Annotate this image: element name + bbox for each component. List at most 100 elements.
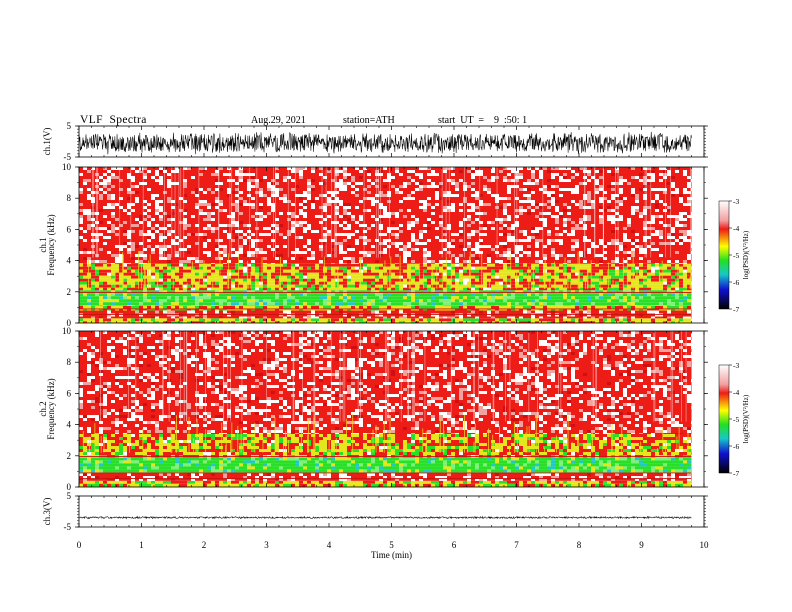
heatmap-cell xyxy=(287,194,291,197)
heatmap-cell xyxy=(83,191,87,194)
heatmap-cell xyxy=(299,191,303,194)
heatmap-cell xyxy=(675,167,679,170)
heatmap-cell xyxy=(91,290,95,294)
heatmap-cell xyxy=(587,167,591,170)
heatmap-cell xyxy=(191,173,195,176)
heatmap-cell xyxy=(79,287,83,291)
heatmap-cell xyxy=(235,275,239,279)
heatmap-cell xyxy=(251,313,255,317)
heatmap-cell xyxy=(511,167,515,170)
heatmap-cell xyxy=(631,170,635,173)
heatmap-cell xyxy=(639,287,643,291)
heatmap-cell xyxy=(167,176,171,179)
heatmap-cell xyxy=(343,170,347,173)
heatmap-cell xyxy=(195,302,199,306)
heatmap-cell xyxy=(115,290,119,294)
heatmap-cell xyxy=(251,185,255,188)
heatmap-cell xyxy=(471,302,475,306)
heatmap-cell xyxy=(295,182,299,185)
heatmap-cell xyxy=(463,278,467,282)
heatmap-cell xyxy=(375,275,379,279)
heatmap-cell xyxy=(475,278,479,282)
heatmap-cell xyxy=(247,316,251,319)
heatmap-cell xyxy=(443,299,447,303)
heatmap-cell xyxy=(79,182,83,185)
heatmap-cell xyxy=(443,185,447,188)
heatmap-cell xyxy=(363,299,367,303)
heatmap-cell xyxy=(303,293,307,297)
heatmap-cell xyxy=(339,263,343,267)
heatmap-cell xyxy=(135,316,139,319)
heatmap-cell xyxy=(115,275,119,279)
heatmap-cell xyxy=(683,296,687,300)
heatmap-cell xyxy=(83,313,87,317)
heatmap-cell xyxy=(687,191,691,194)
heatmap-cell xyxy=(227,185,231,188)
heatmap-cell xyxy=(611,170,615,173)
heatmap-cell xyxy=(175,194,179,197)
heatmap-cell xyxy=(295,191,299,194)
heatmap-cell xyxy=(579,170,583,173)
heatmap-cell xyxy=(91,305,95,309)
heatmap-cell xyxy=(363,290,367,294)
heatmap-cell xyxy=(259,167,263,170)
heatmap-cell xyxy=(103,318,107,322)
heatmap-cell xyxy=(511,281,515,285)
heatmap-cell xyxy=(251,188,255,191)
heatmap-cell xyxy=(595,275,599,279)
heatmap-cell xyxy=(143,310,147,314)
heatmap-cell xyxy=(671,308,675,311)
heatmap-cell xyxy=(479,278,483,282)
heatmap-cell xyxy=(455,296,459,300)
heatmap-cell xyxy=(439,269,443,273)
heatmap-cell xyxy=(375,263,379,267)
heatmap-cell xyxy=(451,278,455,282)
heatmap-cell xyxy=(239,316,243,319)
heatmap-cell xyxy=(191,316,195,319)
heatmap-cell xyxy=(391,263,395,267)
heatmap-cell xyxy=(363,278,367,282)
heatmap-cell xyxy=(159,313,163,317)
heatmap-cell xyxy=(83,293,87,297)
heatmap-cell xyxy=(411,173,415,176)
heatmap-cell xyxy=(691,305,692,306)
heatmap-cell xyxy=(403,182,407,185)
heatmap-cell xyxy=(523,296,527,300)
heatmap-cell xyxy=(479,269,483,273)
heatmap-cell xyxy=(627,299,631,303)
heatmap-cell xyxy=(123,316,127,319)
heatmap-cell xyxy=(287,287,291,291)
heatmap-cell xyxy=(199,176,203,179)
heatmap-cell xyxy=(143,318,147,322)
heatmap-cell xyxy=(355,296,359,300)
heatmap-cell xyxy=(263,313,267,317)
heatmap-cell xyxy=(591,302,595,306)
heatmap-cell xyxy=(595,191,599,194)
heatmap-cell xyxy=(583,313,587,317)
heatmap-cell xyxy=(203,293,207,297)
ch1-waveform-axis-label: ch.1(V) xyxy=(42,128,52,156)
heatmap-cell xyxy=(531,305,535,306)
heatmap-cell xyxy=(651,287,655,291)
heatmap-cell xyxy=(671,290,675,294)
heatmap-cell xyxy=(311,305,315,306)
heatmap-cell xyxy=(519,176,523,179)
heatmap-cell xyxy=(439,179,443,182)
heatmap-cell xyxy=(151,284,155,288)
heatmap-cell xyxy=(343,188,347,191)
heatmap-cell xyxy=(559,290,563,294)
heatmap-cell xyxy=(407,179,411,182)
heatmap-cell xyxy=(111,188,115,191)
heatmap-cell xyxy=(607,176,611,179)
heatmap-cell xyxy=(347,188,351,191)
heatmap-cell xyxy=(355,316,359,319)
heatmap-cell xyxy=(571,170,575,173)
heatmap-cell xyxy=(471,176,475,179)
heatmap-cell xyxy=(459,272,463,276)
heatmap-cell xyxy=(523,290,527,294)
heatmap-cell xyxy=(151,313,155,317)
heatmap-cell xyxy=(395,313,399,317)
heatmap-cell xyxy=(155,299,159,303)
heatmap-cell xyxy=(155,275,159,279)
heatmap-cell xyxy=(539,185,543,188)
